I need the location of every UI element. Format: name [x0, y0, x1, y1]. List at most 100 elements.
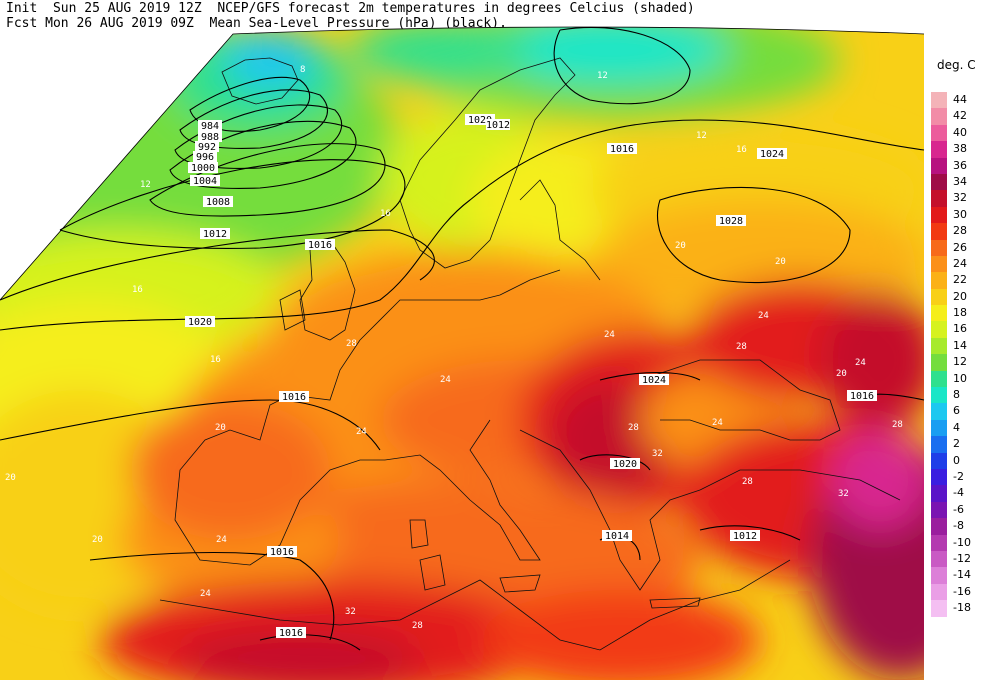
colorbar-label: 8 [953, 388, 960, 402]
colorbar-row: 28 [931, 223, 991, 240]
colorbar-label: 26 [953, 240, 967, 254]
colorbar-row: 22 [931, 272, 991, 289]
pressure-label: 1012 [733, 531, 757, 542]
colorbar-swatch [931, 124, 947, 142]
temperature-label: 28 [892, 420, 903, 430]
colorbar-row: 30 [931, 206, 991, 224]
temperature-label: 24 [758, 311, 769, 321]
colorbar-label: 22 [953, 273, 967, 287]
colorbar-swatch [931, 272, 947, 289]
colorbar-row: 42 [931, 108, 991, 125]
colorbar-label: 42 [953, 109, 967, 123]
colorbar-swatch [931, 337, 947, 355]
pressure-label: 1016 [610, 144, 634, 155]
colorbar-swatch [931, 321, 947, 338]
colorbar-label: 28 [953, 224, 967, 238]
temperature-labels: 8 12 12 12 16 16 16 16 20 20 20 20 20 20… [5, 65, 903, 631]
temperature-label: 8 [300, 65, 305, 75]
colorbar-row: 34 [931, 173, 991, 191]
temperature-label: 12 [597, 71, 608, 81]
colorbar-label: 18 [953, 306, 967, 320]
pressure-label: 1008 [206, 197, 230, 208]
pressure-label: 1024 [760, 149, 784, 160]
temperature-label: 20 [5, 473, 16, 483]
colorbar-swatch [931, 550, 947, 568]
colorbar-row: 16 [931, 321, 991, 338]
pressure-labels: 984 988 992 996 1000 1004 1008 1012 1016… [185, 114, 877, 639]
isobars [0, 26, 925, 651]
temperature-label: 32 [652, 449, 663, 459]
colorbar-label: 36 [953, 158, 967, 172]
colorbar-swatch [931, 370, 947, 388]
colorbar-swatch [931, 239, 947, 256]
colorbar-label: 30 [953, 207, 967, 221]
pressure-label: 996 [196, 152, 214, 163]
pressure-label: 1016 [282, 392, 306, 403]
pressure-label: 1016 [850, 391, 874, 402]
temperature-label: 20 [836, 369, 847, 379]
colorbar-row: -10 [931, 534, 991, 551]
colorbar-unit: deg. C [937, 58, 976, 72]
colorbar-label: 0 [953, 453, 960, 467]
temperature-label: 16 [210, 355, 221, 365]
temperature-label: 24 [604, 330, 615, 340]
colorbar-row: -2 [931, 468, 991, 486]
colorbar-swatch [931, 190, 947, 207]
colorbar-swatch [931, 485, 947, 502]
colorbar-swatch [931, 288, 947, 306]
colorbar-label: 10 [953, 371, 967, 385]
temperature-label: 24 [356, 427, 367, 437]
pressure-label: 984 [201, 121, 219, 132]
colorbar-label: 20 [953, 289, 967, 303]
temperature-label: 16 [132, 285, 143, 295]
colorbar-row: 44 [931, 92, 991, 109]
colorbar-row: 0 [931, 452, 991, 469]
colorbar-row: 6 [931, 403, 991, 420]
colorbar-swatch [931, 452, 947, 469]
colorbar-swatch [931, 534, 947, 551]
colorbar-label: -18 [953, 601, 971, 615]
colorbar: 44 42 40 38 36 34 32 30 28 26 24 22 20 18 16 14 12 10 8 6 4 2… [931, 92, 991, 617]
pressure-label: 992 [198, 142, 216, 153]
colorbar-label: -10 [953, 535, 971, 549]
colorbar-swatch [931, 387, 947, 404]
colorbar-label: -2 [953, 469, 964, 483]
temperature-label: 32 [345, 607, 356, 617]
colorbar-row: 38 [931, 141, 991, 158]
colorbar-row: -6 [931, 501, 991, 519]
colorbar-row: 12 [931, 354, 991, 371]
pressure-label: 1024 [642, 375, 666, 386]
pressure-label: 1012 [203, 229, 227, 240]
colorbar-swatch [931, 141, 947, 158]
colorbar-label: 38 [953, 142, 967, 156]
colorbar-swatch [931, 108, 947, 125]
colorbar-label: -14 [953, 568, 971, 582]
colorbar-label: 16 [953, 322, 967, 336]
colorbar-row: 40 [931, 124, 991, 142]
colorbar-row: 8 [931, 387, 991, 404]
colorbar-label: 34 [953, 174, 967, 188]
temperature-label: 28 [412, 621, 423, 631]
colorbar-row: 24 [931, 255, 991, 273]
colorbar-row: 36 [931, 157, 991, 174]
temperature-label: 12 [696, 131, 707, 141]
colorbar-row: 32 [931, 190, 991, 207]
pressure-label: 1016 [308, 240, 332, 251]
colorbar-swatch [931, 600, 947, 617]
coastlines [159, 57, 901, 651]
temperature-label: 32 [838, 489, 849, 499]
colorbar-row: -4 [931, 485, 991, 502]
colorbar-label: -6 [953, 502, 964, 516]
colorbar-row: -18 [931, 600, 991, 617]
temperature-label: 28 [628, 423, 639, 433]
colorbar-label: -4 [953, 486, 964, 500]
colorbar-label: -12 [953, 551, 971, 565]
temperature-label: 16 [380, 209, 391, 219]
colorbar-label: 40 [953, 125, 967, 139]
temperature-label: 28 [346, 339, 357, 349]
temperature-label: 20 [775, 257, 786, 267]
temperature-label: 20 [215, 423, 226, 433]
colorbar-row: -12 [931, 550, 991, 568]
temperature-label: 28 [736, 342, 747, 352]
colorbar-row: 14 [931, 337, 991, 355]
